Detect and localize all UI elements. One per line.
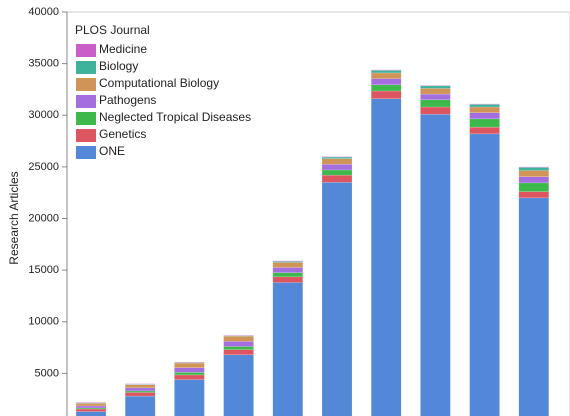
y-tick-label: 35000	[28, 58, 59, 70]
legend-swatch	[76, 78, 96, 91]
bar-segment	[469, 118, 500, 128]
bar-segment	[223, 346, 254, 350]
bar-segment	[420, 113, 451, 416]
bar-segment	[223, 341, 254, 347]
bar-segment	[272, 272, 304, 278]
y-tick-label: 10000	[28, 316, 59, 328]
bar-segment	[469, 103, 500, 105]
bar-segment	[272, 261, 304, 263]
bar-segment	[174, 374, 205, 380]
bar-segment	[469, 126, 500, 135]
y-tick-label: 20000	[28, 212, 59, 224]
bar-segment	[518, 182, 550, 192]
y-tick-label: 40000	[28, 6, 59, 18]
bar-segment	[223, 335, 254, 337]
bar-segment	[518, 176, 550, 184]
bar-segment	[174, 367, 205, 373]
legend-swatch	[76, 129, 96, 142]
bar-segment	[321, 164, 353, 171]
bar-segment	[272, 262, 304, 268]
legend-swatch	[76, 146, 96, 159]
bar-segment	[124, 395, 156, 416]
bar-segment	[124, 383, 156, 385]
bar-segment	[420, 85, 451, 89]
bar-segment	[370, 78, 402, 86]
bar-segment	[223, 354, 254, 416]
y-tick-label: 5000	[35, 367, 59, 379]
bar-segment	[223, 349, 254, 356]
bar-segment	[272, 276, 304, 283]
bar-segment	[272, 267, 304, 273]
bar-segment	[370, 70, 402, 74]
legend-label: ONE	[99, 144, 125, 158]
bar-segment	[518, 191, 550, 199]
bar-segment	[469, 104, 500, 108]
bar-segment	[321, 156, 353, 158]
bar-segment	[370, 72, 402, 79]
bar-segment	[272, 282, 304, 416]
bar-segment	[75, 405, 107, 409]
bar-segment	[174, 379, 205, 416]
legend-title: PLOS Journal	[75, 23, 150, 37]
legend-swatch	[76, 95, 96, 108]
legend-label: Medicine	[99, 42, 147, 56]
y-axis-label: Research Articles	[7, 171, 21, 264]
bar-segment	[75, 403, 107, 407]
bar-segment	[420, 93, 451, 101]
bar-segment	[174, 362, 205, 368]
bar-segment	[321, 174, 353, 183]
bar-segment	[223, 335, 254, 342]
bar-segment	[469, 112, 500, 120]
bar-segment	[174, 372, 205, 376]
bar-segment	[469, 133, 500, 416]
bar-segment	[420, 99, 451, 108]
bar-segment	[370, 84, 402, 92]
legend-label: Biology	[99, 59, 138, 73]
legend-swatch	[76, 44, 96, 57]
bar-segment	[518, 170, 550, 177]
y-tick-label: 30000	[28, 109, 59, 121]
bar-segment	[75, 408, 107, 412]
bar-segment	[124, 384, 156, 389]
bar-segment	[124, 392, 156, 397]
legend-swatch	[76, 61, 96, 74]
y-tick-label: 25000	[28, 161, 59, 173]
legend-label: Genetics	[99, 127, 146, 141]
bar-segment	[124, 387, 156, 392]
bar-segment	[469, 106, 500, 113]
y-tick-label: 15000	[28, 264, 59, 276]
legend-label: Computational Biology	[99, 76, 219, 90]
bar-segment	[370, 98, 402, 416]
bar-segment	[518, 197, 550, 416]
bar-segment	[321, 182, 353, 416]
bar-segment	[370, 69, 402, 71]
bar-segment	[370, 90, 402, 99]
bar-segment	[321, 169, 353, 176]
bar-segment	[518, 167, 550, 171]
bar-segment	[420, 106, 451, 115]
bar-segment	[75, 411, 107, 416]
bar-segment	[75, 402, 107, 404]
bar-segment	[420, 88, 451, 95]
bar-segment	[420, 85, 451, 87]
bar-segment	[518, 166, 550, 168]
legend-label: Neglected Tropical Diseases	[99, 110, 251, 124]
bar-segment	[321, 158, 353, 165]
bar-segment	[223, 334, 254, 336]
bar-segment	[174, 362, 205, 364]
legend-swatch	[76, 112, 96, 125]
legend-label: Pathogens	[99, 93, 156, 107]
bar-segment	[272, 260, 304, 262]
bar-segment	[174, 361, 205, 363]
